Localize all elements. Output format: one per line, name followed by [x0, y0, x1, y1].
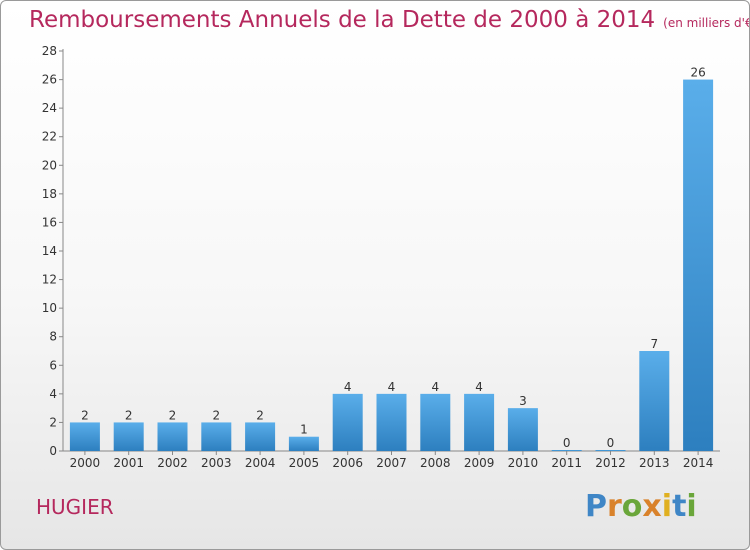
logo-letter: i	[686, 489, 697, 524]
bar-2003	[201, 422, 232, 451]
x-tick-label: 2002	[157, 456, 188, 470]
logo-letter: P	[585, 489, 607, 524]
y-tick-label: 26	[42, 73, 57, 87]
bar-2014	[683, 79, 714, 452]
y-tick-label: 14	[42, 244, 57, 258]
data-label-2008: 4	[431, 380, 439, 394]
logo-letter: x	[642, 489, 662, 524]
commune-name: HUGIER	[36, 495, 114, 519]
data-label-2003: 2	[212, 408, 220, 422]
x-tick-label: 2008	[420, 456, 451, 470]
bar-2000	[69, 422, 100, 451]
bar-2006	[332, 393, 363, 451]
data-label-2004: 2	[256, 408, 264, 422]
logo-letter: r	[607, 489, 622, 524]
logo-letter: o	[621, 489, 643, 524]
bar-2013	[639, 351, 670, 451]
bar-2008	[420, 393, 451, 451]
y-tick-label: 28	[42, 44, 57, 58]
x-tick-label: 2005	[289, 456, 320, 470]
data-label-2014: 26	[690, 66, 705, 80]
y-tick-label: 12	[42, 273, 57, 287]
x-tick-label: 2006	[332, 456, 363, 470]
bar-2010	[507, 408, 538, 451]
y-tick-label: 22	[42, 130, 57, 144]
data-label-2012: 0	[607, 436, 615, 450]
x-tick-label: 2011	[551, 456, 582, 470]
data-label-2013: 7	[650, 337, 658, 351]
bar-2002	[157, 422, 188, 451]
bar-2007	[376, 393, 407, 451]
x-tick-label: 2004	[245, 456, 276, 470]
y-tick-label: 20	[42, 158, 57, 172]
data-label-2005: 1	[300, 423, 308, 437]
x-tick-label: 2000	[70, 456, 101, 470]
data-label-2002: 2	[169, 408, 177, 422]
y-tick-label: 6	[49, 358, 57, 372]
data-label-2001: 2	[125, 408, 133, 422]
y-tick-label: 0	[49, 444, 57, 458]
y-tick-label: 16	[42, 215, 57, 229]
bar-2011	[551, 450, 582, 451]
bar-2005	[288, 436, 319, 451]
y-tick-label: 4	[49, 387, 57, 401]
x-tick-label: 2009	[464, 456, 495, 470]
y-tick-label: 18	[42, 187, 57, 201]
x-tick-label: 2010	[508, 456, 539, 470]
data-label-2009: 4	[475, 380, 483, 394]
y-tick-label: 24	[42, 101, 57, 115]
y-tick-label: 10	[42, 301, 57, 315]
bar-2009	[464, 393, 495, 451]
chart-title: Remboursements Annuels de la Dette de 20…	[29, 7, 750, 33]
data-label-2010: 3	[519, 394, 527, 408]
y-tick-label: 2	[49, 415, 57, 429]
bar-2004	[245, 422, 276, 451]
data-label-2011: 0	[563, 436, 571, 450]
proxiti-logo: Proxiti	[585, 489, 697, 524]
chart-subtitle: (en milliers d'€)	[663, 16, 750, 30]
x-tick-label: 2007	[376, 456, 407, 470]
data-label-2006: 4	[344, 380, 352, 394]
x-tick-label: 2001	[113, 456, 144, 470]
x-tick-label: 2013	[639, 456, 670, 470]
logo-letter: t	[672, 489, 687, 524]
data-label-2007: 4	[388, 380, 396, 394]
chart-title-text: Remboursements Annuels de la Dette de 20…	[29, 7, 656, 33]
x-tick-label: 2003	[201, 456, 232, 470]
logo-letter: i	[661, 489, 673, 524]
bar-2001	[113, 422, 144, 451]
y-tick-label: 8	[49, 330, 57, 344]
bar-2012	[595, 450, 626, 451]
data-label-2000: 2	[81, 408, 89, 422]
x-tick-label: 2012	[595, 456, 626, 470]
x-tick-label: 2014	[683, 456, 714, 470]
